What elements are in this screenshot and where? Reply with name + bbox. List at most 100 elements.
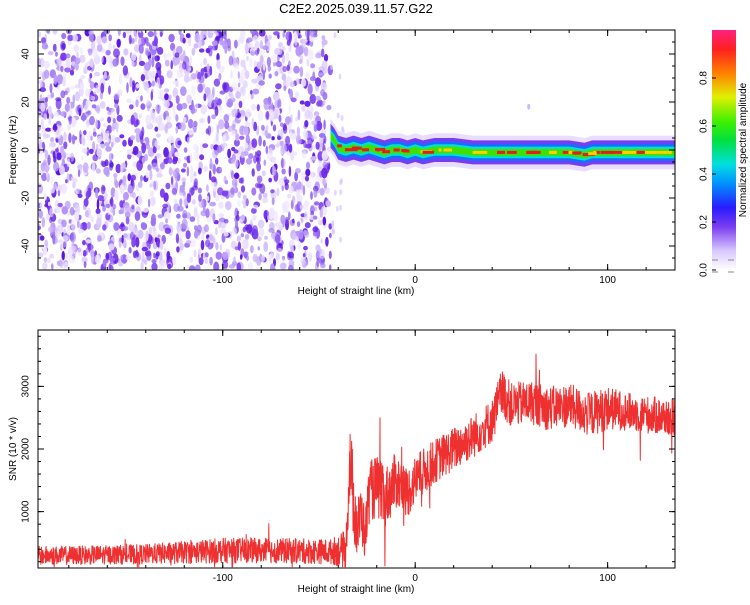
spectrogram-noise-cell — [243, 251, 249, 256]
spectrogram-noise-cell — [322, 216, 327, 226]
spectrogram-noise-cell — [156, 77, 161, 88]
spectrogram-noise-cell — [112, 44, 116, 50]
spectrogram-noise-cell — [233, 172, 240, 180]
spectrogram-noise-cell — [300, 172, 306, 181]
spectrogram-noise-cell — [223, 114, 230, 123]
spectrogram-noise-cell — [85, 99, 91, 107]
spectrogram-noise-cell — [112, 117, 116, 124]
spectrogram-noise-cell — [278, 42, 283, 48]
spectrogram-noise-cell — [104, 142, 110, 147]
spectrogram-noise-cell — [235, 91, 242, 99]
spectrogram-noise-cell — [85, 239, 92, 244]
spectrogram-noise-cell — [95, 143, 99, 150]
spectrogram-noise-cell — [259, 40, 263, 49]
spectrogram-noise-cell — [261, 255, 265, 262]
spectrogram-noise-cell — [269, 222, 275, 231]
spectrogram-noise-cell — [321, 42, 325, 48]
spectrogram-noise-cell — [157, 122, 165, 131]
spectrogram-noise-cell — [262, 197, 269, 204]
spectrogram-noise-cell — [279, 262, 287, 270]
spectrogram-noise-cell — [207, 45, 213, 50]
spectrogram-noise-cell — [159, 31, 163, 37]
spectrogram-noise-cell — [189, 153, 193, 163]
spectrogram-noise-cell — [188, 265, 196, 270]
spectrogram-noise-cell — [251, 138, 258, 149]
spectrogram-noise-cell — [319, 133, 326, 138]
spectrogram-noise-cell — [305, 161, 311, 170]
spectrogram-noise-cell — [140, 222, 148, 230]
spectrogram-noise-cell — [305, 72, 310, 80]
spectrogram-noise-cell — [222, 251, 229, 261]
spectrogram-noise-cell — [311, 120, 318, 126]
spectrogram-noise-cell — [39, 70, 43, 78]
signal-core — [480, 150, 485, 154]
spectrogram-noise-cell — [57, 202, 63, 208]
spectrogram-noise-cell — [156, 55, 160, 61]
spectrogram-noise-cell — [113, 93, 120, 101]
spectrogram-noise-cell — [258, 227, 265, 237]
spectrogram-xtick-label: -100 — [213, 275, 233, 286]
spectrogram-noise-cell — [77, 169, 81, 178]
spectrogram-noise-cell — [298, 137, 302, 145]
signal-core — [628, 150, 637, 154]
spectrogram-noise-cell — [195, 264, 201, 270]
spectrogram-noise-cell — [328, 250, 332, 260]
spectrogram-noise-cell — [340, 115, 344, 121]
spectrogram-noise-cell — [329, 264, 332, 270]
spectrogram-noise-cell — [38, 152, 41, 158]
signal-core — [667, 150, 672, 154]
spectrogram-noise-cell — [80, 134, 86, 145]
spectrogram-noise-cell — [165, 182, 171, 190]
spectrogram-noise-cell — [281, 185, 284, 192]
spectrogram-noise-cell — [46, 257, 51, 264]
spectrogram-noise-cell — [328, 223, 333, 230]
spectrogram-noise-cell — [296, 201, 303, 213]
signal-core — [361, 148, 370, 152]
spectrogram-noise-cell — [155, 167, 159, 172]
spectrogram-noise-cell — [69, 206, 75, 216]
spectrogram-noise-cell — [113, 48, 120, 58]
spectrogram-noise-cell — [325, 200, 332, 208]
spectrogram-noise-cell — [288, 31, 292, 43]
spectrogram-noise-cell — [198, 194, 202, 202]
spectrogram-noise-cell — [92, 48, 98, 58]
spectrogram-noise-cell — [115, 163, 122, 174]
spectrogram-noise-cell — [123, 233, 128, 239]
spectrogram-noise-cell — [48, 226, 54, 233]
spectrogram-noise-cell — [188, 38, 192, 47]
spectrogram-noise-cell — [314, 201, 320, 206]
spectrogram-noise-cell — [177, 140, 182, 146]
spectrogram-noise-cell — [252, 253, 258, 263]
spectrogram-noise-cell — [291, 129, 295, 134]
spectrogram-noise-cell — [59, 165, 65, 175]
spectrogram-noise-cell — [302, 253, 306, 258]
spectrogram-noise-cell — [159, 240, 164, 250]
spectrogram-noise-cell — [102, 123, 107, 127]
spectrogram-noise-cell — [175, 233, 179, 244]
spectrogram-noise-cell — [176, 213, 181, 219]
spectrogram-noise-cell — [156, 67, 162, 78]
spectrogram-noise-cell — [304, 120, 309, 128]
spectrogram-noise-cell — [50, 92, 55, 98]
spectrogram-noise-cell — [318, 66, 325, 72]
spectrogram-noise-cell — [336, 112, 340, 119]
spectrogram-noise-cell — [38, 132, 41, 138]
spectrogram-noise-cell — [207, 125, 212, 136]
spectrogram-noise-cell — [156, 173, 163, 178]
spectrogram-noise-cell — [110, 108, 116, 119]
spectrogram-noise-cell — [73, 57, 81, 65]
spectrogram-noise-cell — [218, 213, 225, 218]
spectrogram-noise-cell — [142, 207, 149, 213]
spectrogram-noise-cell — [197, 187, 202, 194]
spectrogram-noise-cell — [296, 30, 300, 36]
spectrogram-noise-cell — [227, 148, 232, 159]
spectrogram-noise-cell — [49, 142, 56, 148]
spectrogram-noise-cell — [284, 182, 289, 191]
spectrogram-ylabel: Frequency (Hz) — [8, 116, 19, 185]
spectrogram-noise-cell — [96, 213, 103, 221]
spectrogram-noise-cell — [59, 111, 67, 117]
spectrogram-noise-cell — [43, 44, 49, 49]
spectrogram-noise-cell — [123, 48, 129, 56]
spectrogram-noise-cell — [331, 228, 335, 235]
spectrogram-noise-cell — [150, 91, 154, 101]
